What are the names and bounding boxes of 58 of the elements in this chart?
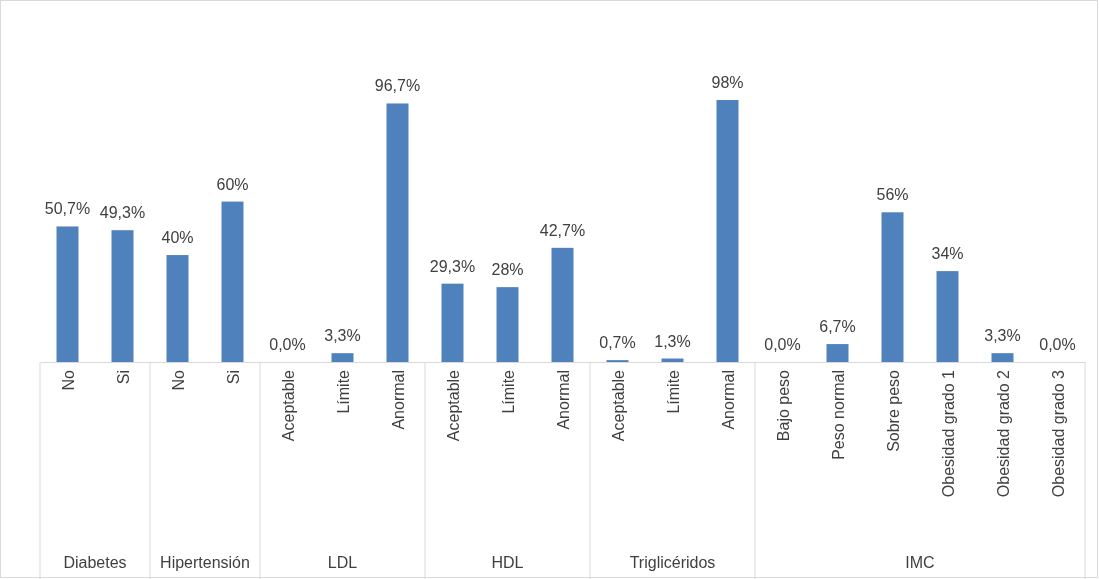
data-label: 0,7% [599, 334, 636, 352]
x-tick-label: Obesidad grado 1 [939, 369, 957, 498]
x-tick-label: Límite [664, 369, 682, 414]
text: Diabetes [63, 554, 127, 571]
bar [881, 212, 904, 362]
bar [111, 230, 134, 362]
bar [221, 201, 244, 362]
text: Hipertensión [160, 554, 250, 571]
bar [716, 100, 739, 362]
data-label: 6,7% [819, 318, 856, 336]
x-tick-label: Aceptable [279, 369, 297, 442]
data-label: 42,7% [539, 221, 586, 239]
text: IMC [905, 554, 935, 571]
bar [826, 344, 849, 362]
x-tick-label: No [59, 369, 77, 391]
data-label: 0,0% [1039, 336, 1076, 353]
x-tick-label: Aceptable [444, 369, 462, 442]
x-tick-label: Si [114, 370, 132, 385]
bar [441, 283, 464, 362]
x-tick-label: Límite [499, 369, 517, 414]
text: Triglicéridos [629, 554, 716, 571]
x-tick-label: Anormal [719, 370, 737, 430]
x-tick-label: Si [224, 370, 242, 385]
bar [56, 226, 79, 362]
x-tick-label: Anormal [554, 370, 572, 430]
data-label: 56% [876, 186, 909, 204]
data-label: 3,3% [324, 327, 361, 345]
bar [386, 103, 409, 362]
data-label: 29,3% [429, 257, 476, 275]
x-tick-label: No [169, 369, 187, 391]
data-label: 1,3% [654, 332, 691, 350]
x-tick-label: Anormal [389, 370, 407, 430]
data-label: 98% [711, 74, 744, 91]
text: LDL [327, 554, 358, 571]
x-tick-label: Límite [334, 369, 352, 414]
data-label: 34% [931, 245, 964, 263]
data-label: 3,3% [984, 327, 1021, 345]
data-label: 50,7% [44, 200, 91, 218]
x-tick-label: Obesidad grado 3 [1049, 369, 1067, 498]
data-label: 60% [216, 175, 249, 193]
bar [991, 353, 1014, 362]
bar [551, 247, 574, 362]
data-label: 0,0% [764, 336, 801, 353]
data-label: 28% [491, 261, 524, 279]
x-tick-label: Aceptable [609, 369, 627, 442]
text: HDL [491, 554, 524, 571]
data-label: 40% [161, 229, 194, 247]
data-label: 96,7% [374, 77, 421, 95]
bar [331, 353, 354, 362]
x-tick-label: Bajo peso [774, 369, 792, 442]
x-tick-label: Sobre peso [884, 369, 902, 452]
x-tick-label: Obesidad grado 2 [994, 369, 1012, 498]
data-label: 49,3% [99, 204, 146, 222]
data-label: 0,0% [269, 336, 306, 353]
bar [496, 287, 519, 362]
x-tick-label: Peso normal [829, 370, 847, 460]
bar [166, 255, 189, 362]
bar [936, 271, 959, 362]
